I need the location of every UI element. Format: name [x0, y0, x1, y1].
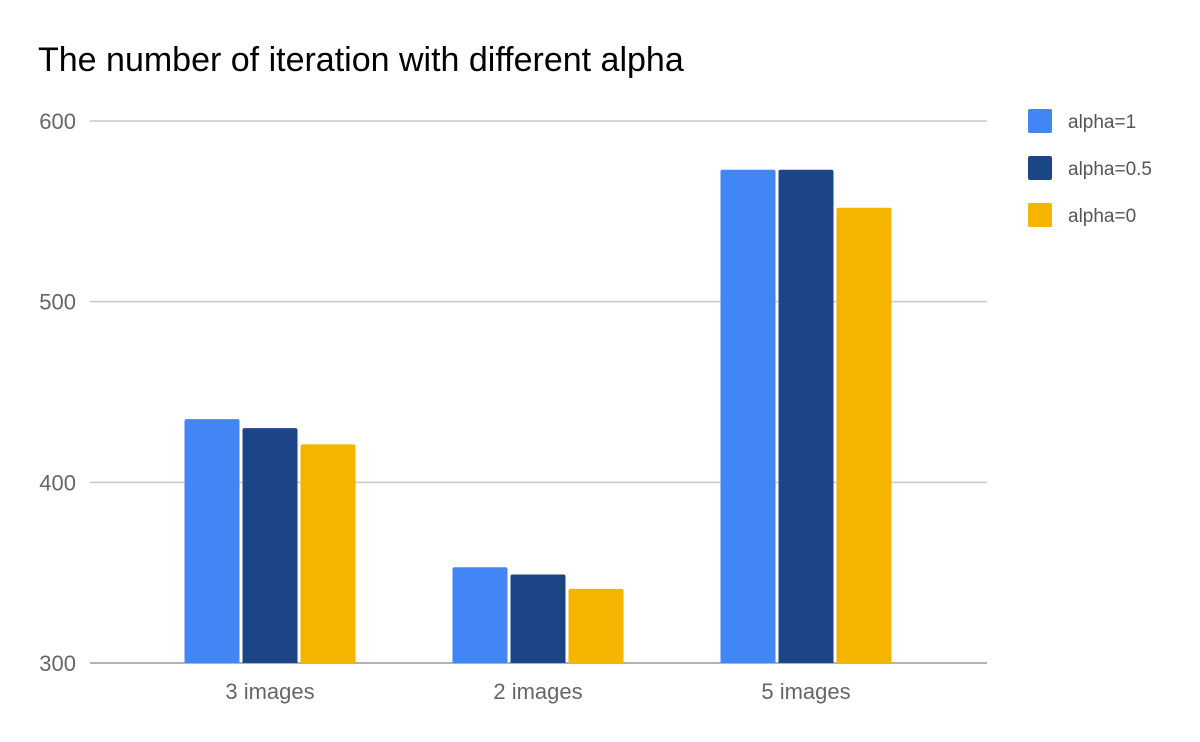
- legend-swatch: [1028, 109, 1052, 133]
- legend-label: alpha=0: [1068, 206, 1136, 227]
- legend: alpha=1 alpha=0.5 alpha=0: [1028, 109, 1152, 227]
- legend-label: alpha=0.5: [1068, 159, 1152, 180]
- x-tick-label: 2 images: [493, 679, 582, 704]
- y-tick-label: 300: [39, 651, 76, 676]
- x-tick-label: 3 images: [225, 679, 314, 704]
- legend-label: alpha=1: [1068, 112, 1136, 133]
- bar-alpha=1-2-images: [452, 567, 508, 663]
- bar-alpha=0.5-3-images: [242, 428, 298, 663]
- y-axis-tick-labels: 300 400 500 600: [39, 109, 76, 676]
- x-axis-tick-labels: 3 images 2 images 5 images: [225, 679, 850, 704]
- bar-alpha=0-2-images: [568, 588, 624, 663]
- y-tick-label: 400: [39, 470, 76, 495]
- y-tick-label: 600: [39, 109, 76, 134]
- bar-alpha=0-3-images: [300, 444, 356, 663]
- chart-title: The number of iteration with different a…: [38, 41, 684, 79]
- bar-alpha=1-3-images: [184, 419, 240, 663]
- legend-swatch: [1028, 156, 1052, 180]
- bar-alpha=1-5-images: [720, 169, 776, 663]
- legend-swatch: [1028, 203, 1052, 227]
- bar-alpha=0.5-2-images: [510, 574, 566, 663]
- x-tick-label: 5 images: [761, 679, 850, 704]
- bars: [184, 169, 892, 663]
- bar-alpha=0-5-images: [836, 207, 892, 663]
- y-tick-label: 500: [39, 290, 76, 315]
- bar-alpha=0.5-5-images: [778, 169, 834, 663]
